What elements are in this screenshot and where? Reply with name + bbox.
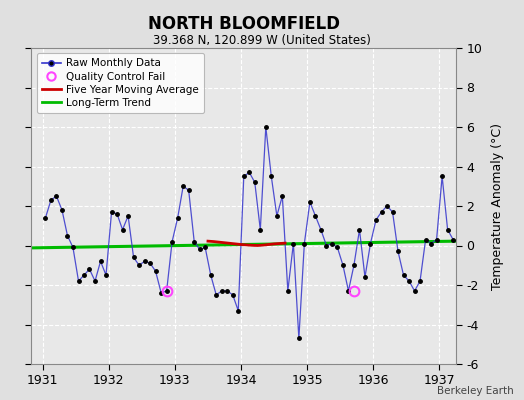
Legend: Raw Monthly Data, Quality Control Fail, Five Year Moving Average, Long-Term Tren: Raw Monthly Data, Quality Control Fail, … [37,53,204,113]
Title: NORTH BLOOMFIELD: NORTH BLOOMFIELD [148,14,340,32]
Text: Berkeley Earth: Berkeley Earth [437,386,514,396]
Y-axis label: Temperature Anomaly (°C): Temperature Anomaly (°C) [490,122,504,290]
Text: 39.368 N, 120.899 W (United States): 39.368 N, 120.899 W (United States) [153,34,371,47]
